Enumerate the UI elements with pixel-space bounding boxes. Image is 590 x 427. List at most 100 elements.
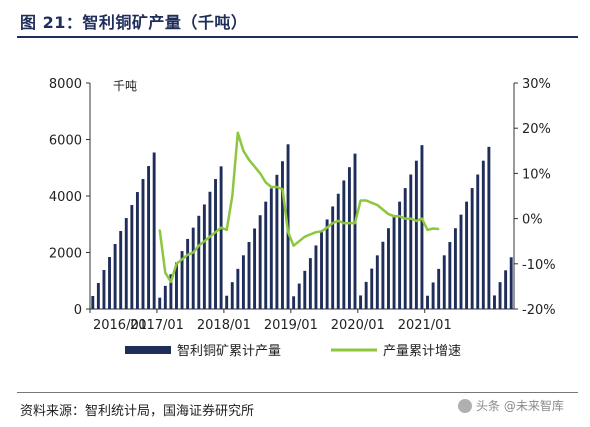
bar xyxy=(253,228,257,309)
growth-point xyxy=(382,208,384,211)
growth-point xyxy=(242,150,245,152)
bar xyxy=(202,204,206,309)
bar xyxy=(409,174,413,309)
x-tick-label: 2020/01 xyxy=(331,318,385,333)
left-y-tick-label: 6000 xyxy=(49,134,82,149)
bar xyxy=(403,188,407,309)
bar xyxy=(453,228,457,309)
x-tick-label: 2018/01 xyxy=(197,318,251,333)
growth-point xyxy=(376,204,379,206)
growth-point xyxy=(225,229,228,231)
growth-point xyxy=(214,231,217,233)
growth-point xyxy=(393,215,395,218)
bar xyxy=(102,270,106,309)
bar xyxy=(303,270,307,309)
growth-point xyxy=(410,217,412,220)
growth-point xyxy=(231,195,234,197)
bar xyxy=(420,145,424,309)
source-note: 资料来源：智利统计局，国海证券研究所 xyxy=(20,404,255,419)
growth-point xyxy=(421,217,423,220)
bar xyxy=(186,238,190,309)
bar xyxy=(487,146,491,309)
bar xyxy=(96,283,100,309)
bar xyxy=(225,295,229,309)
bar xyxy=(219,166,223,309)
growth-point xyxy=(264,181,267,184)
watermark-logo-icon xyxy=(458,398,472,413)
growth-point xyxy=(186,254,189,256)
growth-point xyxy=(432,227,434,230)
bar xyxy=(214,179,217,309)
watermark-text: 头条 @未来智库 xyxy=(476,399,564,413)
growth-point xyxy=(415,220,418,222)
bar xyxy=(152,152,156,309)
growth-point xyxy=(437,228,440,230)
growth-series-line xyxy=(158,131,439,284)
growth-point xyxy=(220,226,222,229)
bar xyxy=(292,296,296,309)
bar xyxy=(281,161,284,309)
bar xyxy=(236,268,240,309)
bar xyxy=(470,188,474,309)
growth-point xyxy=(348,222,351,224)
growth-point xyxy=(331,222,334,224)
growth-point xyxy=(304,235,306,238)
bar xyxy=(476,174,480,309)
bar xyxy=(437,268,441,309)
title-divider xyxy=(17,36,578,38)
growth-point xyxy=(158,229,161,231)
legend-bar-swatch xyxy=(125,346,171,354)
bar xyxy=(230,282,234,309)
growth-point xyxy=(287,231,289,233)
growth-point xyxy=(292,244,295,247)
bar xyxy=(191,227,195,309)
bar xyxy=(247,242,251,309)
growth-point xyxy=(203,240,206,242)
bar xyxy=(135,192,139,309)
x-tick-label: 2021/01 xyxy=(398,318,452,333)
bar xyxy=(359,295,363,309)
left-y-tick-label: 2000 xyxy=(49,247,82,262)
growth-point xyxy=(354,222,356,224)
growth-point xyxy=(398,215,401,218)
bar xyxy=(119,231,123,309)
bar xyxy=(325,219,329,309)
watermark: 头条 @未来智库 xyxy=(458,397,564,414)
bar xyxy=(342,180,346,309)
bar xyxy=(459,214,463,309)
growth-point xyxy=(170,281,172,283)
x-tick-label: 2019/01 xyxy=(264,318,318,333)
bar xyxy=(370,268,374,309)
bar xyxy=(241,255,245,309)
bar xyxy=(353,153,357,309)
x-tick-label: 2017/01 xyxy=(130,318,184,333)
bar xyxy=(398,201,402,309)
unit-label: 千吨 xyxy=(113,79,137,93)
right-y-tick-label: 0% xyxy=(522,213,543,228)
growth-point xyxy=(181,258,183,261)
bar xyxy=(426,295,429,309)
growth-point xyxy=(315,231,317,233)
bar xyxy=(113,244,117,309)
bar xyxy=(108,257,111,309)
growth-point xyxy=(337,220,340,222)
growth-point xyxy=(309,233,312,236)
bar xyxy=(141,179,145,309)
bar xyxy=(208,191,212,309)
legend-bar-label: 智利铜矿累计产量 xyxy=(177,344,281,359)
bar xyxy=(197,215,201,309)
growth-point xyxy=(343,222,345,224)
bar xyxy=(414,160,418,309)
bar xyxy=(387,228,390,309)
source-divider xyxy=(17,392,578,393)
bar xyxy=(163,285,167,309)
growth-point xyxy=(209,235,211,238)
bar xyxy=(509,257,513,309)
chart-legend: 智利铜矿累计产量 产量累计增速 xyxy=(125,344,461,359)
legend-line-label: 产量累计增速 xyxy=(383,344,461,359)
growth-point xyxy=(276,186,278,188)
figure-title: 图 21：智利铜矿产量（千吨） xyxy=(20,13,248,32)
growth-point xyxy=(359,199,362,202)
growth-point xyxy=(192,251,194,254)
right-y-tick-label: 10% xyxy=(522,167,551,182)
